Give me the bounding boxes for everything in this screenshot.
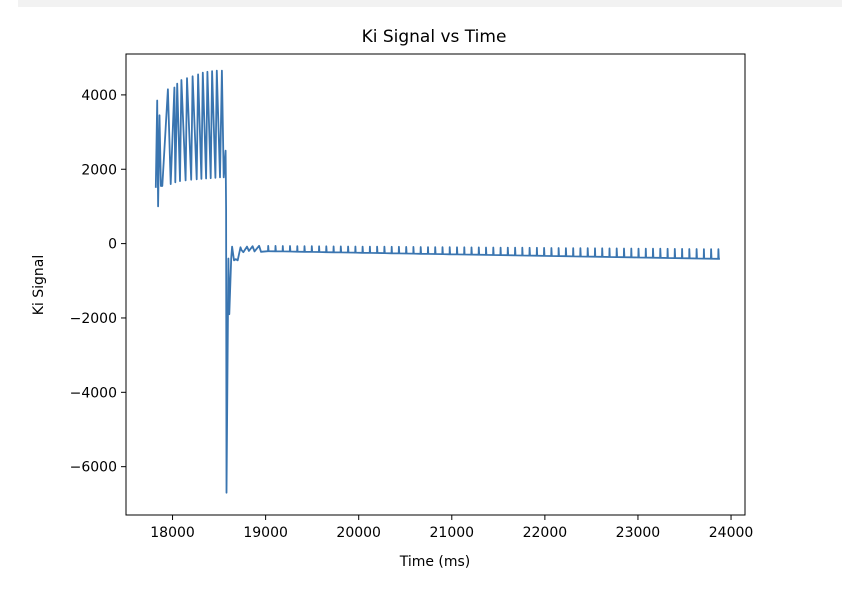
top-bar: [18, 0, 842, 7]
y-axis: 4000 2000 0 −2000 −4000 −6000: [70, 88, 126, 476]
y-tick-label: 0: [108, 237, 117, 253]
y-tick-label: −6000: [70, 460, 117, 476]
x-axis-title: Time (ms): [399, 554, 471, 570]
x-tick-label: 23000: [616, 525, 661, 541]
plot-frame: [125, 53, 746, 516]
x-tick-label: 18000: [150, 525, 195, 541]
x-tick-label: 19000: [243, 525, 288, 541]
y-tick-label: −4000: [70, 385, 117, 401]
chart-title: Ki Signal vs Time: [362, 27, 507, 47]
x-tick-label: 24000: [709, 525, 754, 541]
plot-area: [154, 69, 720, 494]
x-tick-label: 21000: [430, 525, 475, 541]
y-tick-label: 2000: [81, 162, 117, 178]
series-line: [154, 69, 720, 494]
x-axis: 18000 19000 20000 21000 22000 23000 24000: [150, 515, 753, 541]
y-tick-label: −2000: [70, 311, 117, 327]
x-tick-label: 22000: [523, 525, 568, 541]
y-tick-label: 4000: [81, 88, 117, 104]
x-tick-label: 20000: [336, 525, 381, 541]
y-axis-title: Ki Signal: [31, 255, 47, 316]
